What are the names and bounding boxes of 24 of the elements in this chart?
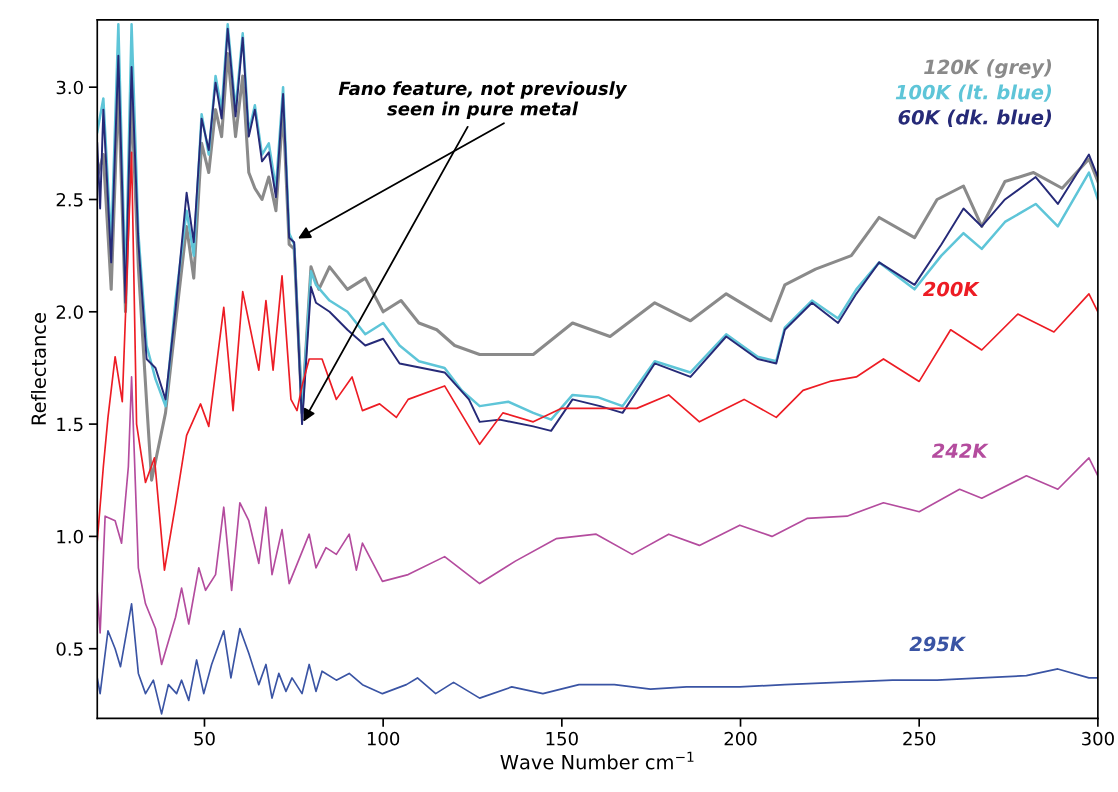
x-tick-label: 50 [194, 731, 215, 746]
y-tick-label: 2.0 [56, 305, 83, 319]
text: 100K (lt. blue) [895, 84, 1052, 102]
series-label: 242K [931, 443, 989, 458]
annotation: Fano feature, not previously seen in pure metal [338, 81, 628, 120]
line-series [97, 151, 1098, 571]
y-axis-title: Reflectance [30, 313, 47, 425]
line-series [97, 376, 1098, 666]
x-tick-label: 300 [1082, 731, 1114, 746]
x-axis-title: Wave Number cm$^{−1}$ [500, 751, 694, 770]
x-tick-label: 200 [724, 731, 757, 746]
y-tick-label: 2.5 [56, 192, 83, 207]
y-tick-label: 3.0 [56, 80, 83, 95]
x-tick-label: 100 [367, 731, 400, 746]
x-tick-label: 150 [546, 731, 578, 746]
series-label: 295K [909, 636, 967, 652]
text: 200K [922, 281, 980, 297]
line-series [97, 602, 1098, 715]
y-tick-label: 1.5 [57, 417, 83, 432]
y-tick-label: 1.0 [57, 529, 83, 544]
x-tick-label: 250 [903, 731, 936, 746]
text: 120K (grey) [924, 59, 1052, 79]
y-tick-label: 0.5 [56, 642, 83, 656]
text: 60K (dk. blue) [898, 109, 1052, 127]
